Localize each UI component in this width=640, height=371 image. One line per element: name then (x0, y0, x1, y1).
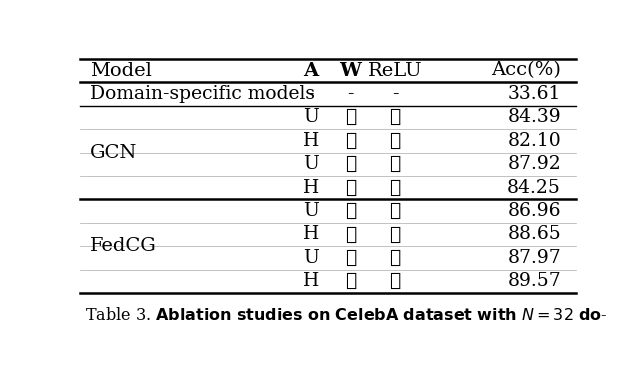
Text: H: H (303, 226, 319, 243)
Text: 86.96: 86.96 (508, 202, 561, 220)
Text: 88.65: 88.65 (508, 226, 561, 243)
Text: 33.61: 33.61 (508, 85, 561, 103)
Text: ✓: ✓ (345, 179, 356, 197)
Text: ✓: ✓ (389, 249, 401, 267)
Text: -: - (392, 85, 398, 103)
Text: U: U (303, 202, 319, 220)
Text: ✓: ✓ (389, 272, 401, 290)
Text: ✗: ✗ (345, 132, 356, 150)
Text: U: U (303, 249, 319, 267)
Text: Acc(%): Acc(%) (492, 62, 561, 79)
Text: 82.10: 82.10 (508, 132, 561, 150)
Text: ✗: ✗ (389, 202, 401, 220)
Text: ✗: ✗ (389, 132, 401, 150)
Text: ReLU: ReLU (368, 62, 422, 79)
Text: U: U (303, 155, 319, 173)
Text: ✓: ✓ (345, 249, 356, 267)
Text: -: - (307, 85, 314, 103)
Text: ✓: ✓ (345, 155, 356, 173)
Text: ✗: ✗ (389, 155, 401, 173)
Text: ✗: ✗ (389, 179, 401, 197)
Text: U: U (303, 108, 319, 127)
Text: Table 3. $\mathbf{Ablation\ studies\ on\ CelebA\ dataset\ with}$ $N = 32$ $\math: Table 3. $\mathbf{Ablation\ studies\ on\… (85, 308, 607, 324)
Text: -: - (347, 85, 353, 103)
Text: 84.25: 84.25 (508, 179, 561, 197)
Text: 87.97: 87.97 (508, 249, 561, 267)
Text: ✗: ✗ (345, 108, 356, 127)
Text: 89.57: 89.57 (508, 272, 561, 290)
Text: ✗: ✗ (389, 226, 401, 243)
Text: Domain-specific models: Domain-specific models (90, 85, 315, 103)
Text: Model: Model (90, 62, 152, 79)
Text: FedCG: FedCG (90, 237, 157, 255)
Text: ✓: ✓ (345, 202, 356, 220)
Text: H: H (303, 132, 319, 150)
Text: ✗: ✗ (389, 108, 401, 127)
Text: 87.92: 87.92 (508, 155, 561, 173)
Text: ✓: ✓ (345, 226, 356, 243)
Text: A: A (303, 62, 318, 79)
Text: ✓: ✓ (345, 272, 356, 290)
Text: H: H (303, 179, 319, 197)
Text: GCN: GCN (90, 144, 138, 161)
Text: H: H (303, 272, 319, 290)
Text: W: W (339, 62, 361, 79)
Text: 84.39: 84.39 (508, 108, 561, 127)
